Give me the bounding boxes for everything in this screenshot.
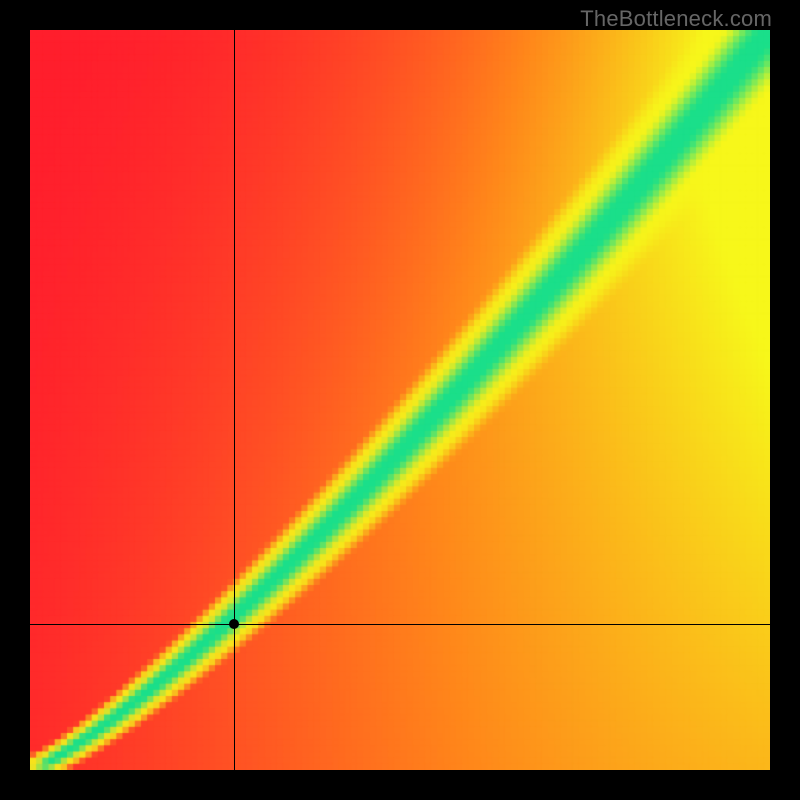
heatmap-canvas xyxy=(30,30,770,770)
crosshair-horizontal xyxy=(30,624,770,625)
plot-area xyxy=(30,30,770,770)
crosshair-marker xyxy=(229,619,239,629)
chart-container: TheBottleneck.com xyxy=(0,0,800,800)
watermark-text: TheBottleneck.com xyxy=(580,6,772,32)
crosshair-vertical xyxy=(234,30,235,770)
